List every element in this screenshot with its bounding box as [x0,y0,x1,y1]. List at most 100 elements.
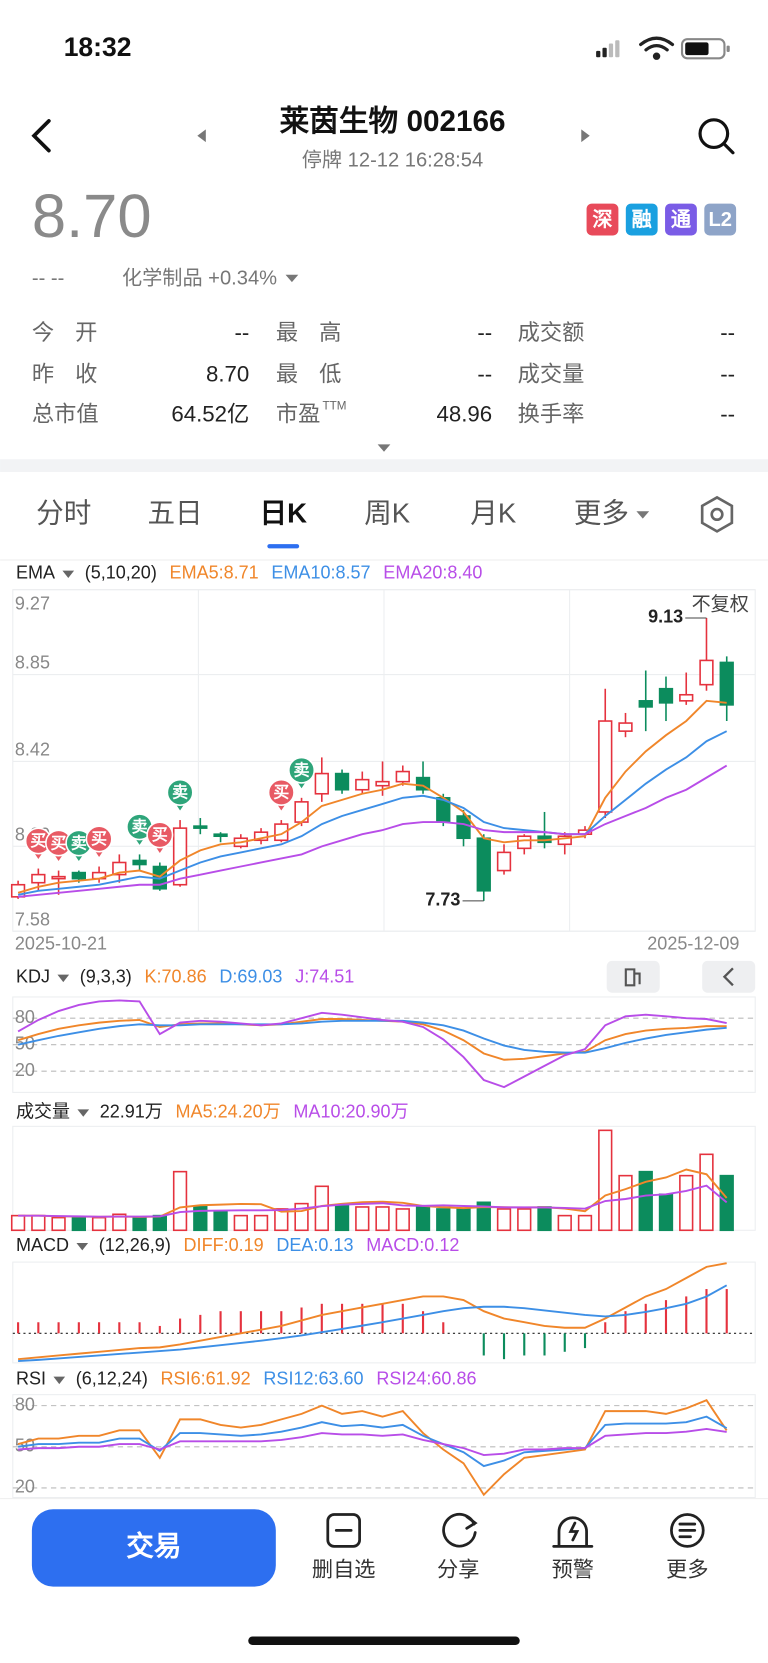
home-indicator [248,1636,520,1645]
stat-value: -- [720,402,735,427]
separator [0,459,768,472]
toolbar-icons [326,1512,705,1548]
candle-body [31,873,46,884]
legend-caret[interactable] [77,1109,90,1117]
signal-label: 卖 [172,784,188,802]
search-button[interactable] [698,118,735,155]
candle-body [557,835,572,846]
collapse-button[interactable] [702,960,756,993]
y-tick-label: 20 [15,1477,35,1497]
tab[interactable]: 日K [260,498,308,529]
volume-bar [456,1208,471,1232]
toolbar-label[interactable]: 分享 [437,1557,479,1581]
badge [665,203,697,236]
stat-value: -- [477,361,492,386]
stat-value: -- [477,320,492,345]
indicator-line [17,1415,728,1468]
volume-bar [213,1210,228,1232]
volume-bar [577,1214,593,1232]
legend-text: DIFF:0.19 [184,1235,264,1255]
indicator-line [18,1284,728,1363]
candle-body [334,772,350,791]
candle-body [517,835,532,850]
y-tick-label: 20 [15,1060,35,1080]
signal-icon [596,40,620,58]
volume-bar [51,1216,66,1232]
legend-text: DEA:0.13 [276,1235,353,1255]
candle-body [355,778,370,791]
settings-button[interactable] [700,495,734,533]
volume-bar [91,1216,107,1232]
volume-bar [618,1174,633,1232]
tab[interactable]: 月K [470,498,517,529]
volume-bar [31,1214,46,1232]
sector[interactable]: 化学制品 +0.34% [122,266,277,289]
back-button[interactable] [31,119,51,153]
candle-body [456,815,471,840]
prev-stock[interactable] [197,129,206,143]
volume-bar [314,1185,329,1232]
volume-bar [355,1206,370,1232]
indicator-line [17,730,728,896]
candle-body [476,837,491,892]
signal-label: 买 [152,826,168,844]
legend-caret[interactable] [62,570,75,579]
legend-text: K:70.86 [145,967,207,987]
expand-caret[interactable] [377,444,391,452]
tab[interactable]: 周K [364,498,411,529]
legend-text: RSI24:60.86 [376,1369,476,1389]
collapse-icon [722,967,734,987]
legend-text: (12,26,9) [99,1235,171,1255]
stat-label: 今 开 [32,320,98,345]
candle-body [132,859,147,866]
volume-bar [10,1214,26,1232]
candle-body [274,823,289,842]
stat-label: 成交额 [518,320,585,345]
badge [625,203,658,236]
volume-bar [112,1213,127,1232]
volume-bar [517,1208,532,1232]
wifi-icon [639,36,675,60]
volume-bar [436,1208,451,1232]
signal-label: 买 [273,784,289,802]
stat-label: 最 低 [276,361,342,386]
panel-frame [12,1261,756,1364]
volume-bar [172,1170,188,1232]
legend-text: RSI12:63.60 [263,1369,363,1389]
signal-label: 卖 [294,762,310,780]
extreme-label: 7.73 [425,890,460,910]
stat-label: 总市值 [32,402,99,427]
x-tick-label: 2025-10-21 [15,934,107,954]
stats-grid: 今 开 -- 最 高 -- 成交额 -- 昨 收 8.70 最 低 -- 成交量 -- 总市值 64.52… [32,320,735,427]
adjust-label: 不复权 [692,594,749,616]
legend-text: RSI [16,1369,46,1389]
extreme-label: 9.13 [648,607,683,627]
toolbar-label[interactable]: 预警 [552,1557,594,1581]
tab[interactable]: 更多 [574,498,629,529]
tab[interactable]: 五日 [147,498,202,529]
candle-body [51,875,66,880]
toolbar-label[interactable]: 删自选 [312,1557,376,1581]
legend-text: MACD [16,1235,69,1255]
legend-caret[interactable] [53,1376,66,1385]
next-stock[interactable] [581,129,590,143]
tab[interactable]: 分时 [36,498,91,529]
candle-body [496,851,512,872]
candle-body [598,720,613,813]
volume-bar [658,1193,674,1232]
indicator-line [18,1427,727,1456]
legend-caret[interactable] [57,974,70,983]
signal-label: 买 [30,832,46,850]
trade-button[interactable] [31,1509,276,1587]
stat-label: 换手率 [518,402,585,427]
toolbar-label[interactable]: 更多 [666,1557,708,1581]
indicator-line [18,1184,728,1218]
candle-body [172,827,188,886]
candle-body [618,722,633,732]
signal-bubble [166,778,194,807]
volume-bar [274,1208,289,1232]
signal-bubble [267,778,295,807]
stat-value: 8.70 [206,361,249,386]
legend-caret[interactable] [76,1243,89,1251]
